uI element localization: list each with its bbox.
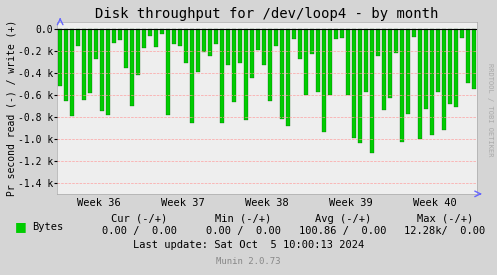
Bar (64, 29, 68, 101)
Bar (340, 29, 344, 38)
Bar (298, 29, 302, 59)
Bar (286, 29, 290, 125)
Text: Munin 2.0.73: Munin 2.0.73 (216, 257, 281, 266)
Bar (130, 29, 134, 106)
Bar (172, 29, 176, 44)
Bar (112, 29, 116, 43)
Text: 0.00 /  0.00: 0.00 / 0.00 (206, 226, 281, 236)
Bar (238, 29, 242, 63)
Bar (160, 29, 164, 34)
Bar (346, 29, 350, 95)
Bar (196, 29, 200, 72)
Bar (274, 29, 278, 46)
Bar (88, 29, 92, 93)
Text: Avg (-/+): Avg (-/+) (315, 214, 371, 224)
Bar (304, 29, 308, 95)
Bar (226, 29, 230, 65)
Bar (148, 29, 152, 37)
Bar (100, 29, 104, 111)
Text: 12.28k/  0.00: 12.28k/ 0.00 (404, 226, 486, 236)
Bar (382, 29, 386, 110)
Title: Disk throughput for /dev/loop4 - by month: Disk throughput for /dev/loop4 - by mont… (95, 7, 439, 21)
Text: Last update: Sat Oct  5 10:00:13 2024: Last update: Sat Oct 5 10:00:13 2024 (133, 240, 364, 250)
Bar (214, 29, 218, 44)
Bar (76, 29, 80, 46)
Text: Min (-/+): Min (-/+) (215, 214, 272, 224)
Bar (316, 29, 320, 92)
Bar (454, 29, 458, 107)
Bar (190, 29, 194, 123)
Bar (358, 29, 362, 143)
Text: Cur (-/+): Cur (-/+) (111, 214, 167, 224)
Bar (154, 29, 158, 47)
Bar (310, 29, 314, 54)
Bar (94, 29, 98, 59)
Bar (58, 29, 62, 86)
Text: Bytes: Bytes (32, 222, 64, 232)
Bar (232, 29, 236, 102)
Bar (220, 29, 224, 123)
Bar (436, 29, 440, 92)
Bar (406, 29, 410, 114)
Y-axis label: Pr second read (-) / write (+): Pr second read (-) / write (+) (6, 20, 16, 196)
Bar (184, 29, 188, 63)
Bar (460, 29, 464, 38)
Bar (400, 29, 404, 142)
Text: 0.00 /  0.00: 0.00 / 0.00 (102, 226, 176, 236)
Bar (364, 29, 368, 92)
Bar (82, 29, 86, 100)
Bar (334, 29, 338, 39)
Bar (292, 29, 296, 39)
Bar (280, 29, 284, 119)
Bar (124, 29, 128, 68)
Bar (106, 29, 110, 115)
Bar (202, 29, 206, 53)
Bar (142, 29, 146, 48)
Bar (424, 29, 428, 109)
Bar (70, 29, 74, 116)
Bar (328, 29, 332, 95)
Bar (472, 29, 476, 89)
Bar (166, 29, 170, 116)
Bar (244, 29, 248, 120)
Bar (262, 29, 266, 65)
Bar (370, 29, 374, 153)
Bar (178, 29, 182, 46)
Bar (466, 29, 470, 82)
Bar (256, 29, 260, 50)
Bar (250, 29, 254, 78)
Bar (322, 29, 326, 132)
Text: RRDTOOL / TOBI OETIKER: RRDTOOL / TOBI OETIKER (487, 63, 493, 157)
Bar (394, 29, 398, 53)
Bar (412, 29, 416, 37)
Bar (388, 29, 392, 98)
Bar (118, 29, 122, 40)
Bar (268, 29, 272, 101)
Bar (418, 29, 422, 139)
Text: Max (-/+): Max (-/+) (416, 214, 473, 224)
Bar (442, 29, 446, 130)
Bar (376, 29, 380, 56)
Text: 100.86 /  0.00: 100.86 / 0.00 (299, 226, 387, 236)
Bar (430, 29, 434, 135)
Bar (352, 29, 356, 138)
Bar (448, 29, 452, 104)
Bar (136, 29, 140, 75)
Bar (208, 29, 212, 56)
Text: ■: ■ (15, 220, 27, 233)
